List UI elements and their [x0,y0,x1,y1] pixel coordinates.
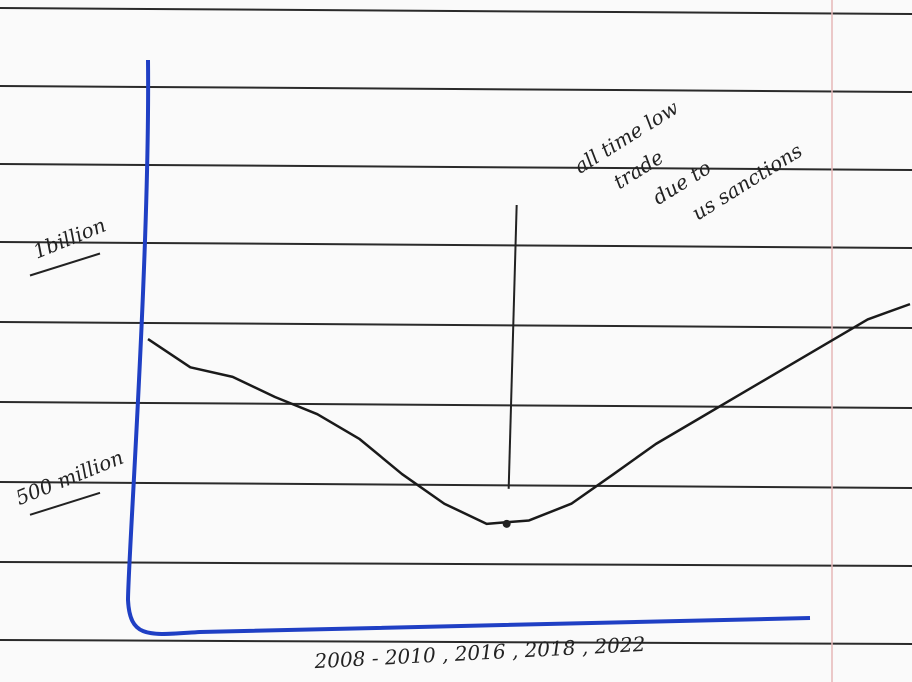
low-point [503,520,511,528]
axes [128,60,810,634]
ruled-paper [0,0,912,682]
chart: 2008 - 2010 , 2016 , 2018 , 2022 1billio… [0,0,912,682]
y-tick-label: 500 million [12,445,127,510]
annotation-pointer [509,205,517,489]
y-tick-label: 1billion [30,213,109,264]
data-line [148,304,910,524]
x-axis-label: 2008 - 2010 , 2016 , 2018 , 2022 [313,632,646,673]
